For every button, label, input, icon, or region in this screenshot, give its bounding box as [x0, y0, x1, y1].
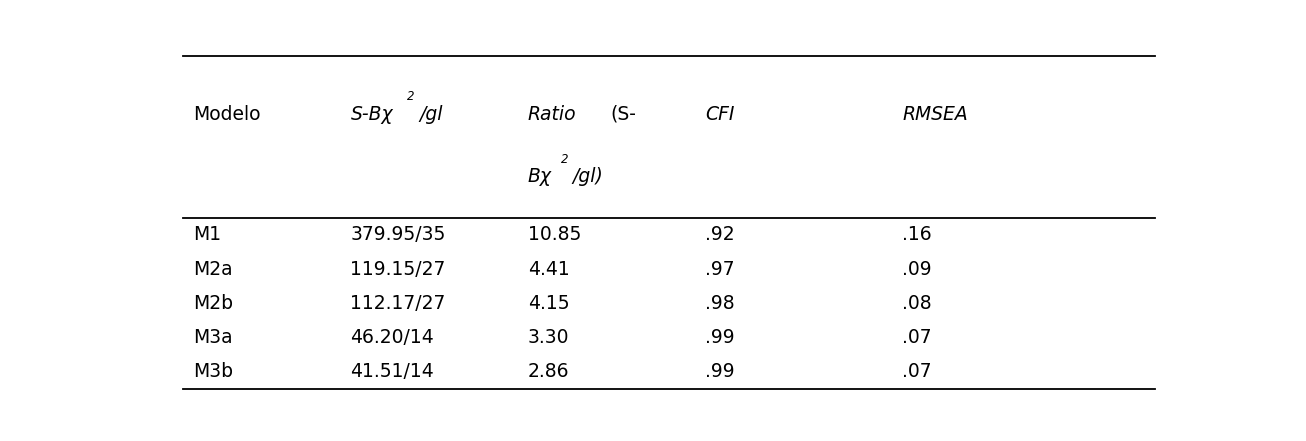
Text: Bχ: Bχ [528, 168, 551, 187]
Text: /gl): /gl) [572, 168, 603, 187]
Text: CFI: CFI [705, 105, 734, 123]
Text: M3b: M3b [193, 363, 234, 381]
Text: M1: M1 [193, 225, 222, 244]
Text: M2a: M2a [193, 260, 234, 279]
Text: /gl: /gl [419, 105, 443, 123]
Text: 119.15/27: 119.15/27 [350, 260, 445, 279]
Text: 3.30: 3.30 [528, 328, 569, 347]
Text: Modelo: Modelo [193, 105, 261, 123]
Text: .97: .97 [705, 260, 734, 279]
Text: S-Bχ: S-Bχ [350, 105, 393, 123]
Text: M3a: M3a [193, 328, 234, 347]
Text: 2.86: 2.86 [528, 363, 569, 381]
Text: .92: .92 [705, 225, 734, 244]
Text: 10.85: 10.85 [528, 225, 581, 244]
Text: 4.41: 4.41 [528, 260, 569, 279]
Text: 4.15: 4.15 [528, 294, 569, 313]
Text: 2: 2 [407, 90, 415, 103]
Text: RMSEA: RMSEA [902, 105, 968, 123]
Text: Ratio: Ratio [528, 105, 576, 123]
Text: .99: .99 [705, 363, 734, 381]
Text: .07: .07 [902, 328, 931, 347]
Text: (S-: (S- [611, 105, 636, 123]
Text: 46.20/14: 46.20/14 [350, 328, 435, 347]
Text: .07: .07 [902, 363, 931, 381]
Text: .99: .99 [705, 328, 734, 347]
Text: 379.95/35: 379.95/35 [350, 225, 445, 244]
Text: 112.17/27: 112.17/27 [350, 294, 445, 313]
Text: .09: .09 [902, 260, 931, 279]
Text: M2b: M2b [193, 294, 234, 313]
Text: .08: .08 [902, 294, 931, 313]
Text: .98: .98 [705, 294, 734, 313]
Text: 2: 2 [562, 153, 568, 166]
Text: 41.51/14: 41.51/14 [350, 363, 435, 381]
Text: .16: .16 [902, 225, 931, 244]
